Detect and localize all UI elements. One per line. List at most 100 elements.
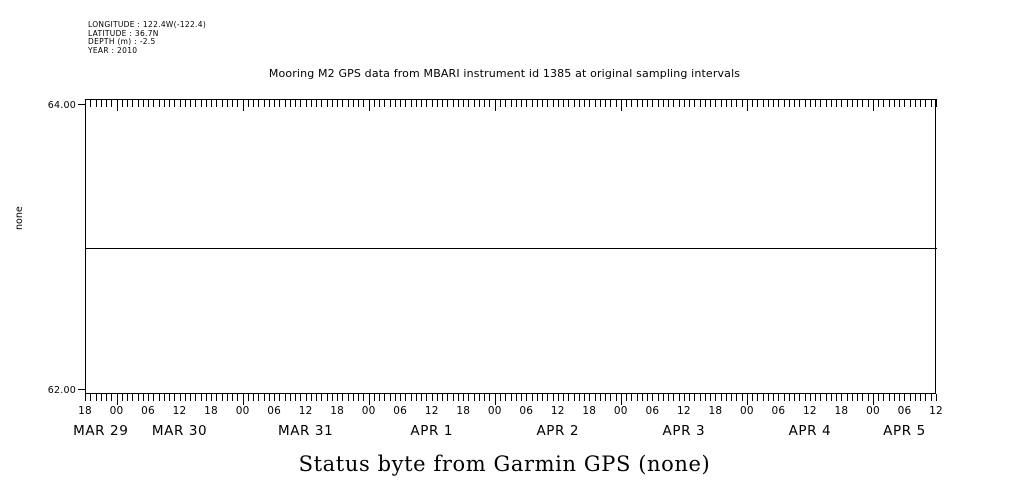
x-axis-day-label: APR 3 <box>662 423 706 439</box>
top-axis-tick <box>148 99 150 107</box>
top-axis-tick <box>736 99 738 107</box>
top-axis-tick <box>127 99 129 107</box>
bottom-axis-tick <box>773 394 775 401</box>
bottom-axis-tick <box>904 394 906 401</box>
bottom-axis-tick <box>478 394 480 401</box>
bottom-axis-tick <box>179 394 181 401</box>
bottom-axis-tick <box>85 394 86 401</box>
bottom-axis-tick <box>310 394 312 401</box>
top-axis-tick <box>578 99 580 107</box>
top-axis-tick <box>347 99 349 107</box>
x-axis-hour-label: 06 <box>519 405 534 417</box>
top-axis-tick <box>289 99 291 107</box>
top-axis-tick <box>478 99 480 107</box>
bottom-axis-tick <box>694 394 696 401</box>
top-axis-tick <box>626 99 628 107</box>
bottom-axis-tick <box>153 394 155 401</box>
top-axis-tick <box>195 99 197 107</box>
x-axis-hour-label: 18 <box>456 405 471 417</box>
top-axis-tick <box>809 99 811 107</box>
bottom-axis-tick <box>936 394 937 401</box>
bottom-axis-tick <box>195 394 197 401</box>
x-axis-hour-label: 18 <box>204 405 218 417</box>
bottom-axis-tick <box>132 394 134 401</box>
bottom-axis-tick <box>920 394 922 401</box>
top-axis-tick <box>815 99 817 107</box>
top-axis-tick <box>284 99 286 107</box>
top-axis-tick <box>421 99 423 107</box>
x-axis-hour-label: 18 <box>834 405 849 417</box>
y-axis-tick-label-top: 64.00 <box>47 100 76 111</box>
bottom-axis-tick <box>384 394 386 401</box>
metadata-latitude: LATITUDE : 36.7N <box>88 28 159 38</box>
bottom-axis-tick <box>237 394 239 401</box>
top-axis-tick <box>142 99 144 107</box>
top-axis-tick <box>883 99 885 107</box>
top-axis-tick <box>389 99 391 107</box>
x-axis-day-label: MAR 31 <box>277 423 334 439</box>
metadata-longitude: LONGITUDE : 122.4W(-122.4) <box>88 20 207 29</box>
bottom-axis-tick <box>589 394 591 401</box>
bottom-axis-tick <box>226 394 228 401</box>
bottom-axis-tick <box>142 394 144 401</box>
top-axis-tick <box>358 99 360 107</box>
top-axis-tick <box>111 99 113 107</box>
top-axis-tick <box>174 99 176 107</box>
metadata-depth: DEPTH (m) : -2.5 <box>88 37 156 47</box>
x-axis-hour-label: 06 <box>771 405 786 417</box>
bottom-axis-tick <box>794 394 796 401</box>
bottom-axis-tick <box>205 394 207 401</box>
bottom-axis-tick <box>510 394 512 401</box>
y-axis-tick-label-bottom: 62.00 <box>47 385 76 396</box>
top-axis-tick <box>909 99 911 107</box>
bottom-axis-tick <box>689 394 691 401</box>
top-axis-tick <box>914 99 916 107</box>
bottom-axis-tick <box>116 394 118 405</box>
bottom-axis-tick <box>573 394 575 401</box>
top-axis-tick <box>237 99 239 107</box>
bottom-axis-tick <box>447 394 449 401</box>
bottom-axis-tick <box>725 394 727 401</box>
bottom-axis-tick <box>232 394 234 401</box>
top-axis-tick <box>920 99 922 107</box>
bottom-axis-tick <box>400 394 402 401</box>
top-axis-tick <box>862 99 864 107</box>
top-axis-tick <box>846 99 848 107</box>
bottom-axis-tick <box>457 394 459 401</box>
top-axis-tick <box>431 99 433 107</box>
bottom-axis-tick <box>163 394 165 401</box>
data-series-line <box>86 248 937 249</box>
x-axis-hour-label: 06 <box>267 405 281 417</box>
x-axis-hour-label: 06 <box>897 405 912 417</box>
bottom-axis-tick <box>741 394 743 401</box>
top-axis-tick <box>694 99 696 107</box>
bottom-axis-tick <box>799 394 801 401</box>
bottom-axis-tick <box>489 394 491 401</box>
top-axis-tick <box>442 99 444 107</box>
bottom-axis-tick <box>778 394 780 401</box>
bottom-axis-tick <box>893 394 895 401</box>
bottom-axis-tick <box>710 394 712 401</box>
bottom-axis-tick <box>300 394 302 401</box>
bottom-axis-tick <box>242 394 244 405</box>
top-axis-tick <box>305 99 307 107</box>
bottom-axis-tick <box>184 394 186 401</box>
top-axis-tick <box>936 99 937 107</box>
bottom-axis-tick <box>668 394 670 401</box>
x-axis-hour-label: 00 <box>487 405 502 417</box>
top-axis-tick <box>568 99 570 107</box>
top-axis-tick <box>473 99 475 107</box>
top-axis-tick <box>132 99 134 107</box>
top-axis-tick <box>746 99 748 111</box>
top-axis-tick <box>536 99 538 107</box>
bottom-axis-tick <box>169 394 171 401</box>
x-axis-hour-label: 12 <box>803 405 817 417</box>
x-axis-hour-label: 00 <box>109 405 124 417</box>
bottom-axis-tick <box>673 394 675 401</box>
bottom-axis-tick <box>841 394 843 401</box>
top-axis-tick <box>90 99 92 107</box>
bottom-axis-tick <box>752 394 754 401</box>
bottom-axis-tick <box>746 394 748 405</box>
top-axis-tick <box>752 99 754 107</box>
metadata-year: YEAR : 2010 <box>88 45 138 55</box>
